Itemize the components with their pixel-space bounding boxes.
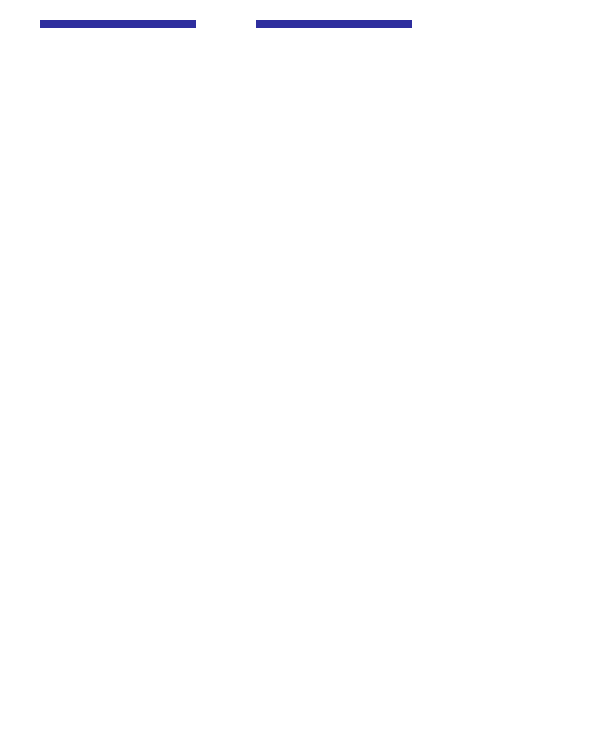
bank-name-label[interactable]	[40, 20, 196, 28]
header-row	[40, 20, 560, 28]
country-name-label[interactable]	[256, 20, 412, 28]
